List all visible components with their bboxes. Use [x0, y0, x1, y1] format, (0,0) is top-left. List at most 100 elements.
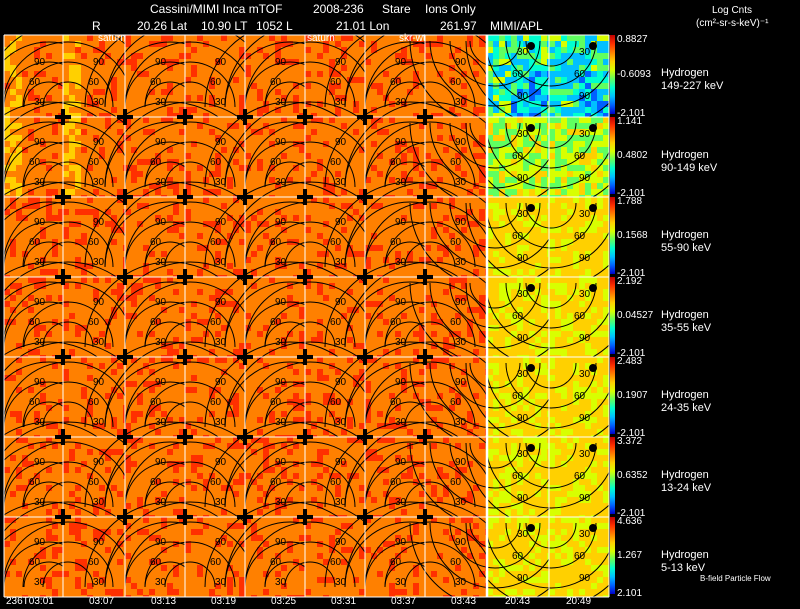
contour-line	[144, 141, 236, 188]
colorbar	[610, 277, 615, 354]
contour-label: 60	[29, 477, 41, 488]
sun-marker	[589, 364, 597, 372]
contour-line	[264, 301, 356, 348]
contour-label: 60	[210, 557, 222, 568]
contour-label: 30	[579, 47, 591, 58]
contour-label: 60	[574, 311, 586, 322]
contour-label: 60	[150, 237, 162, 248]
colorbar	[610, 517, 615, 594]
colorbar	[610, 35, 615, 114]
contour-label: 90	[155, 217, 167, 228]
contour-label: 90	[579, 413, 591, 424]
contour-label: 90	[93, 137, 105, 148]
contour-label: 30	[93, 257, 105, 268]
source-label: MIMI/APL	[490, 19, 543, 33]
contour-label: 60	[270, 557, 282, 568]
cross-marker	[357, 269, 373, 285]
contour-line	[284, 401, 336, 428]
contour-label: 90	[455, 377, 467, 388]
colorbar-mid-label: 0.04527	[617, 309, 654, 321]
time-tick-label: 03:25	[271, 596, 297, 607]
contour-label: 90	[155, 457, 167, 468]
contour-label: 60	[450, 77, 462, 88]
cross-marker	[237, 189, 253, 205]
mode-label: Stare	[382, 2, 411, 16]
contour-line	[42, 161, 94, 188]
saturn-label-1: saturn	[98, 33, 126, 44]
heatmap-panel: 30 60 90	[0, 501, 154, 597]
contour-label: 90	[579, 253, 591, 264]
cross-marker	[117, 509, 133, 525]
start-time-label: 236T03:01	[6, 596, 54, 607]
contour-line	[264, 461, 356, 508]
contour-line	[505, 202, 597, 249]
contour-label: 60	[330, 237, 342, 248]
contour-label: 60	[574, 391, 586, 402]
energy-band-label: Hydrogen 5-13 keV	[661, 549, 709, 575]
contour-label: 90	[275, 297, 287, 308]
contour-label: 30	[517, 47, 529, 58]
contour-line	[264, 381, 356, 428]
contour-label: 60	[88, 557, 100, 568]
contour-label: 30	[455, 177, 467, 188]
heatmap-panel: 30 60 90	[224, 101, 396, 197]
time-tick-label: 03:37	[391, 596, 417, 607]
contour-label: 90	[155, 57, 167, 68]
cross-marker	[297, 429, 313, 445]
sun-marker	[589, 124, 597, 132]
lt-label: 10.90 LT	[201, 19, 248, 33]
contour-label: 90	[215, 57, 227, 68]
colorbar-min-label: -2.101	[617, 268, 646, 279]
contour-label: 90	[335, 217, 347, 228]
saturn-label-2: saturn	[307, 33, 335, 44]
cross-marker	[417, 109, 433, 125]
contour-label: 60	[574, 551, 586, 562]
cross-marker	[117, 109, 133, 125]
footer-caption: B-field Particle Flow	[700, 574, 771, 583]
colorbar	[610, 197, 615, 274]
contour-label: 30	[93, 577, 105, 588]
contour-label: 90	[155, 137, 167, 148]
contour-label: 30	[455, 337, 467, 348]
contour-line	[505, 362, 597, 409]
colorbar-min-label: 2.101	[617, 588, 643, 599]
colorbar-mid-label: 0.6352	[617, 469, 648, 481]
contour-line	[404, 401, 456, 428]
sun-marker	[527, 444, 535, 452]
contour-label: 60	[210, 77, 222, 88]
time-tick-label: 03:19	[211, 596, 237, 607]
contour-label: 30	[335, 577, 347, 588]
contour-label: 30	[517, 209, 529, 220]
sun-marker	[527, 204, 535, 212]
cross-marker	[237, 429, 253, 445]
colorbar-mid-label: 0.1907	[617, 389, 648, 401]
heatmap-panel: 30 60 90	[204, 501, 376, 597]
contour-label: 90	[579, 173, 591, 184]
cross-marker	[237, 109, 253, 125]
cross-marker	[117, 349, 133, 365]
time-tick-label: 20:43	[505, 596, 531, 607]
sun-marker	[527, 524, 535, 532]
cross-marker	[297, 189, 313, 205]
contour-label: 60	[450, 477, 462, 488]
contour-label: 60	[330, 317, 342, 328]
contour-line	[404, 81, 456, 108]
contour-line	[469, 122, 521, 149]
contour-line	[469, 522, 521, 549]
contour-label: 90	[215, 137, 227, 148]
contour-line	[469, 282, 521, 309]
time-tick-label: 03:43	[451, 596, 477, 607]
contour-line	[505, 522, 597, 569]
contour-label: 90	[215, 457, 227, 468]
contour-line	[42, 401, 94, 428]
contour-label: 30	[455, 97, 467, 108]
contour-label: 90	[275, 57, 287, 68]
colorbar-min-label: -2.101	[617, 348, 646, 359]
colorbar-max-label: 1.788	[617, 196, 643, 207]
heatmap-panel: 30 60 90	[204, 21, 376, 117]
cross-marker	[55, 509, 71, 525]
contour-label: 60	[390, 77, 402, 88]
contour-line	[284, 241, 336, 268]
sun-marker	[589, 42, 597, 50]
